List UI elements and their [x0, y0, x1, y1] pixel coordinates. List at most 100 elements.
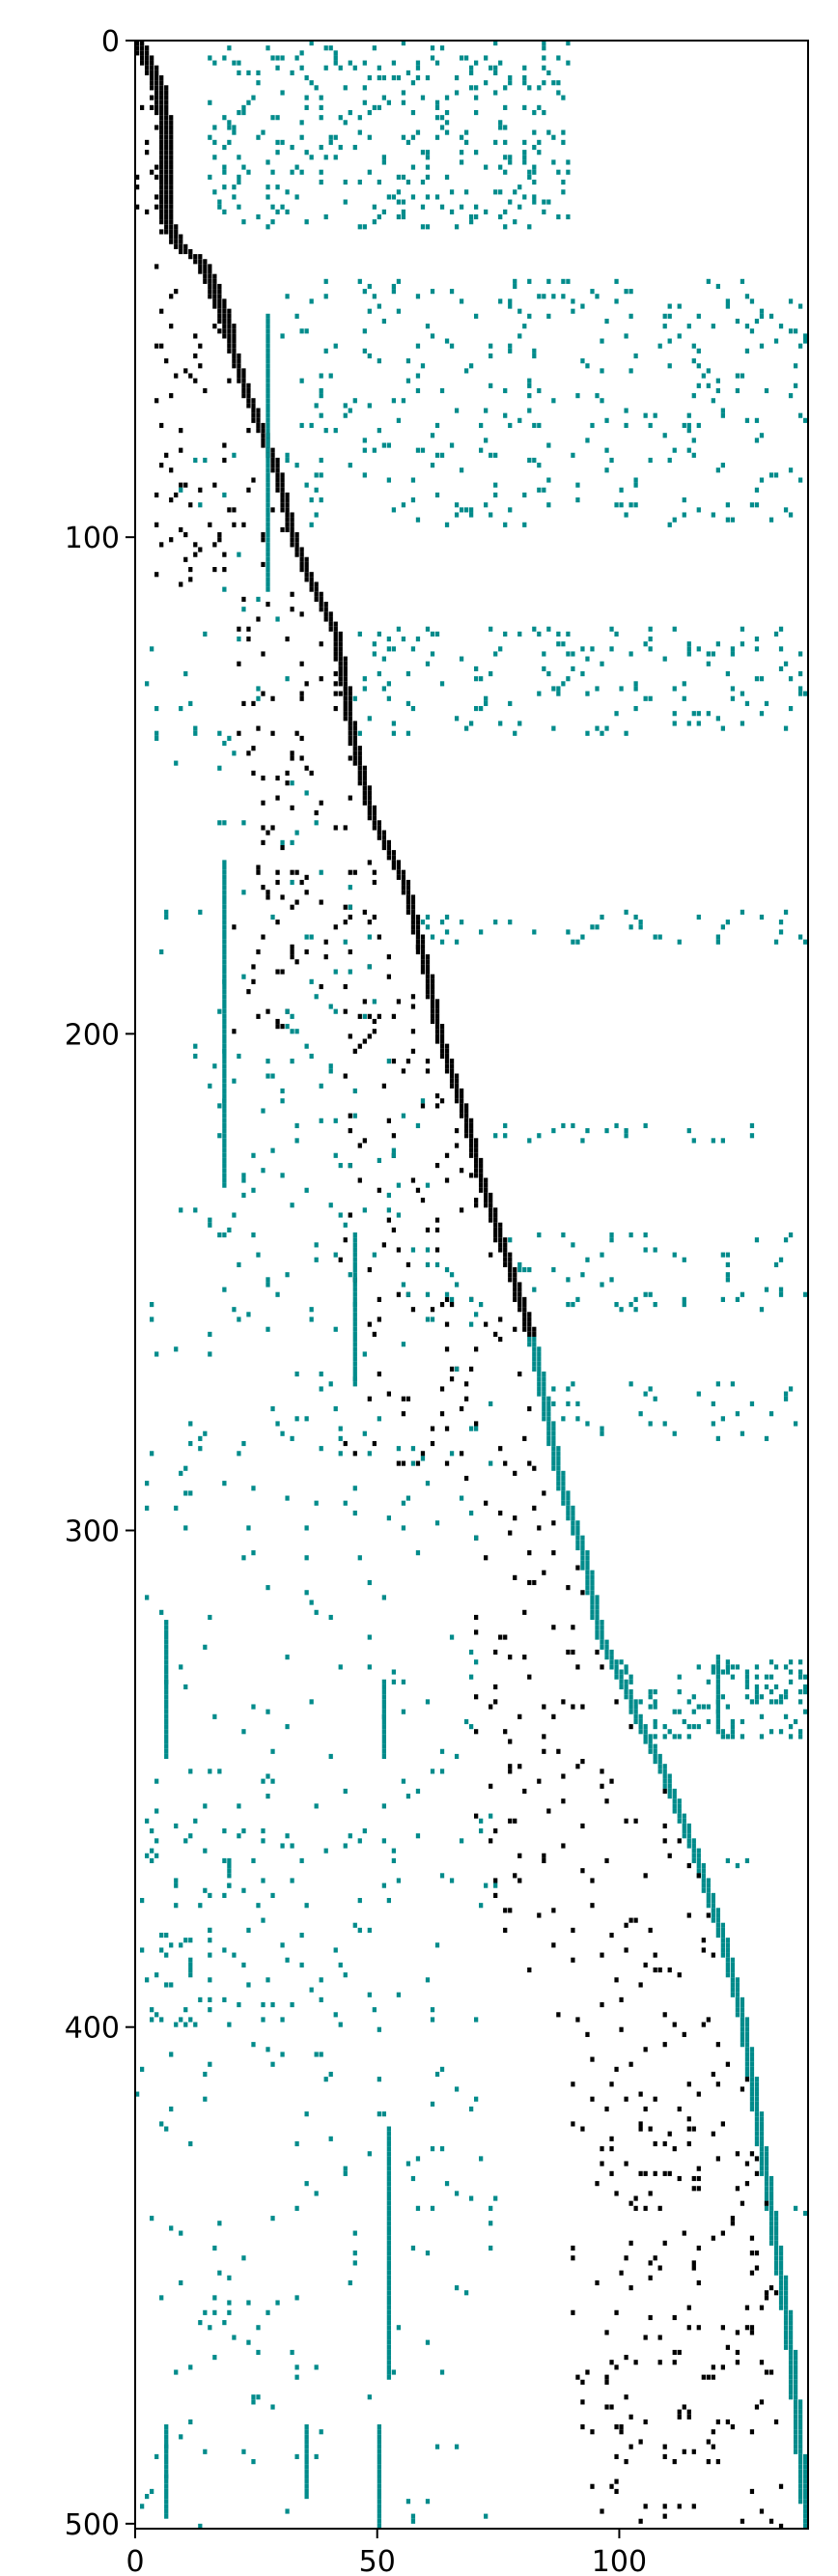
matrix-cell [193, 1818, 198, 1824]
matrix-cell [348, 695, 352, 701]
matrix-cell [183, 1684, 188, 1690]
matrix-cell [309, 770, 314, 776]
matrix-cell [386, 2325, 392, 2331]
matrix-cell [672, 2459, 677, 2465]
matrix-cell [740, 373, 745, 379]
matrix-cell [561, 1773, 566, 1779]
matrix-cell [304, 1590, 309, 1596]
matrix-cell [561, 1490, 566, 1496]
matrix-cell [275, 457, 280, 464]
matrix-cell [396, 1182, 402, 1188]
matrix-cell [595, 1614, 600, 1621]
matrix-cell [154, 2012, 159, 2018]
matrix-cell [164, 2483, 169, 2489]
matrix-cell [362, 1828, 367, 1834]
matrix-cell [208, 1614, 212, 1621]
matrix-cell [222, 552, 227, 557]
matrix-cell [522, 492, 527, 498]
x-tick-label: 100 [592, 2545, 647, 2576]
matrix-cell [730, 651, 736, 657]
matrix-cell [735, 2001, 740, 2008]
matrix-cell [474, 1535, 479, 1541]
matrix-cell [261, 1828, 265, 1834]
matrix-cell [503, 1634, 508, 1640]
matrix-cell [749, 2270, 755, 2276]
matrix-cell [164, 155, 169, 160]
matrix-cell [439, 939, 445, 945]
matrix-cell [444, 2181, 450, 2187]
matrix-cell [434, 492, 440, 498]
matrix-cell [294, 55, 299, 61]
matrix-cell [265, 567, 270, 573]
matrix-cell [304, 2434, 309, 2440]
matrix-cell [208, 1331, 212, 1337]
matrix-cell [575, 1416, 580, 1422]
matrix-cell [797, 343, 803, 349]
matrix-cell [217, 1133, 222, 1139]
matrix-cell [154, 522, 159, 527]
matrix-cell [222, 184, 227, 190]
matrix-cell [609, 1664, 614, 1670]
matrix-cell [773, 2230, 779, 2236]
matrix-cell [304, 1525, 309, 1531]
matrix-cell [633, 2195, 638, 2201]
matrix-cell [449, 1296, 455, 1302]
matrix-cell [338, 144, 343, 151]
matrix-cell [362, 775, 367, 781]
matrix-cell [319, 607, 323, 612]
matrix-cell [788, 2320, 794, 2326]
matrix-cell [237, 353, 241, 359]
matrix-cell [159, 2295, 164, 2301]
matrix-cell [802, 2504, 808, 2509]
matrix-cell [522, 1302, 527, 1308]
matrix-cell [319, 169, 323, 175]
matrix-cell [430, 1440, 435, 1447]
matrix-cell [449, 1083, 455, 1089]
matrix-cell [386, 2275, 392, 2280]
matrix-cell [323, 155, 328, 160]
matrix-cell [797, 686, 803, 692]
matrix-cell [764, 1684, 769, 1690]
matrix-cell [275, 467, 280, 473]
matrix-cell [348, 904, 352, 910]
matrix-cell [571, 1530, 575, 1536]
matrix-cell [682, 1296, 686, 1302]
matrix-cell [164, 2424, 169, 2430]
matrix-cell [299, 378, 304, 383]
matrix-cell [270, 1147, 275, 1153]
matrix-cell [222, 869, 227, 875]
matrix-cell [227, 120, 232, 126]
matrix-cell [677, 1674, 682, 1680]
matrix-cell [227, 308, 232, 314]
matrix-cell [265, 333, 270, 339]
matrix-cell [474, 2017, 479, 2023]
matrix-cell [546, 1416, 551, 1422]
matrix-cell [362, 472, 367, 478]
matrix-cell [430, 1307, 435, 1313]
matrix-cell [222, 1083, 227, 1089]
matrix-cell [241, 607, 246, 612]
matrix-cell [493, 2195, 498, 2201]
matrix-cell [600, 1644, 604, 1650]
matrix-cell [527, 393, 532, 399]
matrix-cell [377, 2444, 381, 2449]
matrix-cell [265, 442, 270, 448]
matrix-cell [164, 95, 169, 100]
matrix-cell [319, 1446, 323, 1452]
matrix-cell [653, 2255, 657, 2261]
matrix-cell [241, 164, 246, 170]
matrix-cell [624, 1922, 628, 1928]
matrix-cell [643, 695, 648, 701]
matrix-cell [212, 324, 217, 329]
matrix-cell [725, 1967, 731, 1973]
matrix-cell [503, 169, 508, 175]
matrix-cell [604, 1644, 609, 1650]
matrix-cell [754, 2140, 760, 2147]
matrix-cell [217, 765, 222, 771]
matrix-cell [444, 1426, 450, 1431]
matrix-cell [463, 1396, 469, 1401]
matrix-cell [425, 1068, 431, 1074]
matrix-cell [459, 1838, 464, 1844]
matrix-cell [744, 294, 750, 299]
matrix-cell [265, 477, 270, 483]
